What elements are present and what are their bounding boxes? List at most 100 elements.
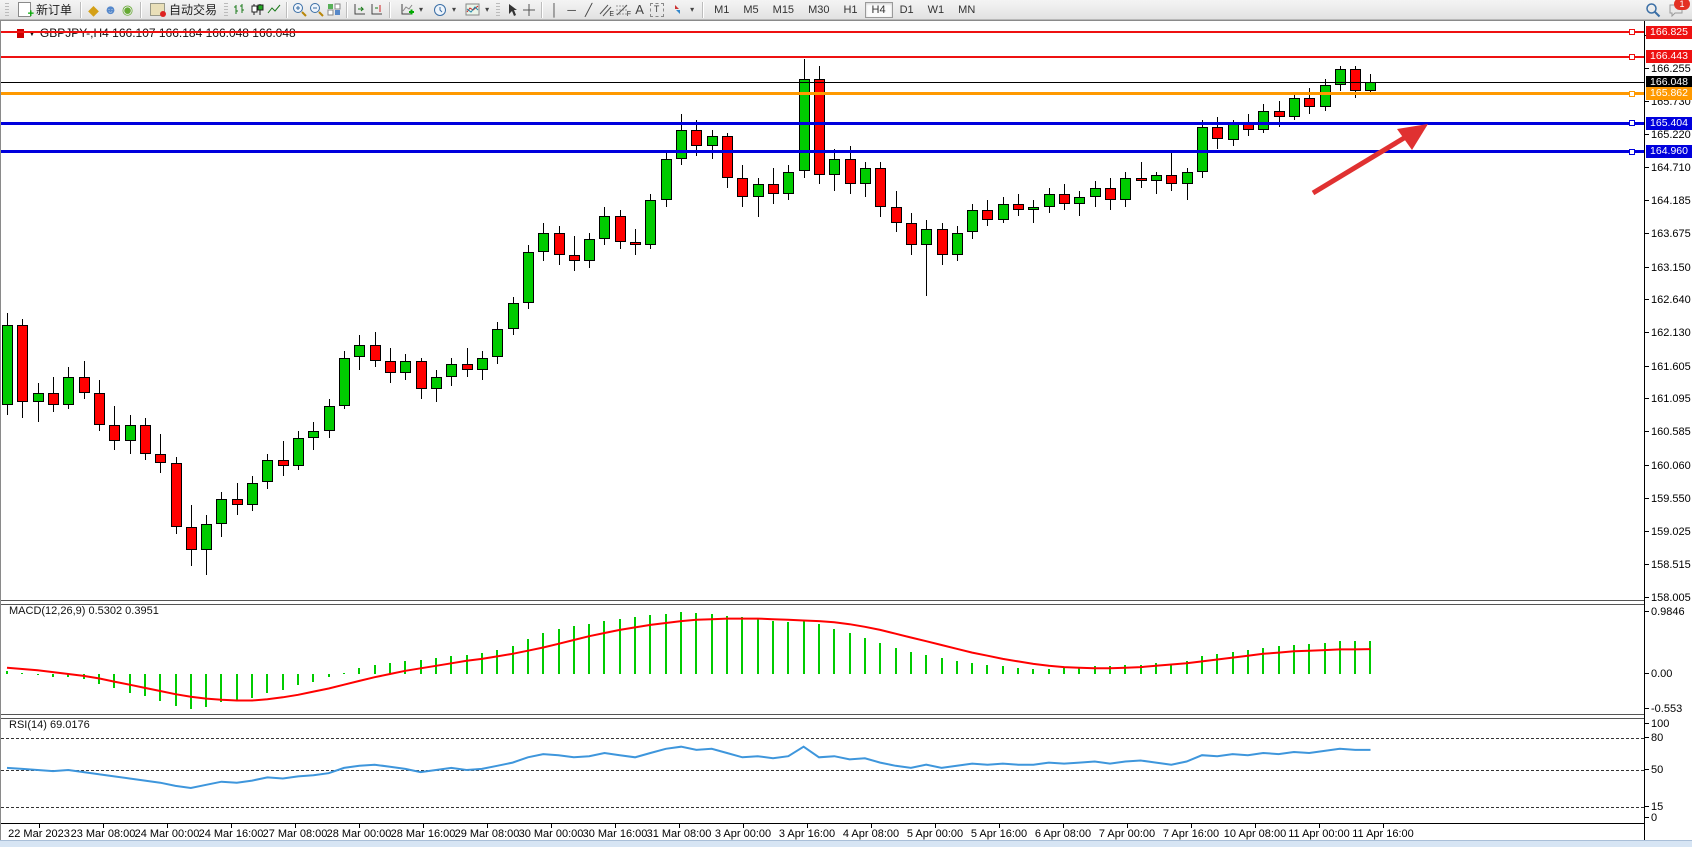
new-chart-button[interactable]: ▾ xyxy=(394,1,427,19)
macd-histogram-bar xyxy=(665,613,667,674)
timeframe-button-h4[interactable]: H4 xyxy=(864,1,893,18)
macd-histogram-bar xyxy=(481,653,483,674)
candle xyxy=(891,206,902,223)
line-anchor[interactable] xyxy=(1629,29,1635,36)
line-anchor[interactable] xyxy=(1629,53,1635,60)
timeframe-button-m30[interactable]: M30 xyxy=(808,3,830,16)
price-axis[interactable]: 166.765166.255165.730165.220164.710164.1… xyxy=(1645,21,1692,841)
candle-wick xyxy=(1187,168,1188,201)
candle xyxy=(967,210,978,233)
time-axis-label: 28 Mar 00:00 xyxy=(326,828,392,840)
line-anchor[interactable] xyxy=(1629,90,1635,97)
price-axis-label: 158.005 xyxy=(1645,592,1691,604)
macd-histogram-bar xyxy=(496,650,498,674)
support-line-164.960[interactable] xyxy=(1,150,1644,154)
trendline-tool-icon[interactable]: ╱ xyxy=(584,2,593,17)
candle xyxy=(538,232,549,252)
text-tool-icon[interactable]: A xyxy=(635,2,644,17)
chat-notification-icon[interactable]: 1 xyxy=(1667,0,1690,18)
candle xyxy=(354,344,365,358)
community-icon[interactable]: ☻ xyxy=(103,2,118,17)
rsi-axis-label: 15 xyxy=(1645,801,1663,813)
macd-histogram-bar xyxy=(818,623,820,674)
candle xyxy=(1136,178,1147,182)
rsi-level-50 xyxy=(1,770,1644,771)
horizontal-line-tool-icon[interactable]: ─ xyxy=(567,2,576,17)
macd-histogram-bar xyxy=(986,664,988,674)
line-anchor[interactable] xyxy=(1629,148,1635,155)
timeframe-button-m15[interactable]: M15 xyxy=(772,3,795,16)
time-axis-label: 28 Mar 16:00 xyxy=(390,828,456,840)
candle xyxy=(492,328,503,358)
time-axis-label: 7 Apr 00:00 xyxy=(1098,828,1156,840)
support-line-165.404[interactable] xyxy=(1,121,1644,125)
macd-histogram-bar xyxy=(726,616,728,674)
support-line-165.862[interactable] xyxy=(1,92,1644,96)
macd-histogram-bar xyxy=(849,633,851,674)
channel-tool-icon[interactable]: E xyxy=(597,2,614,18)
time-tick xyxy=(103,824,104,828)
crosshair-icon[interactable] xyxy=(520,2,537,18)
indicators-button[interactable]: ▾ xyxy=(460,1,493,19)
timeframe-button-m1[interactable]: M1 xyxy=(714,3,730,16)
search-icon[interactable] xyxy=(1644,2,1661,18)
price-axis-label: 159.025 xyxy=(1645,526,1691,538)
cursor-icon[interactable] xyxy=(503,2,520,18)
candle xyxy=(599,216,610,239)
time-tick xyxy=(39,824,40,828)
candle xyxy=(370,344,381,361)
timeframe-button-m5[interactable]: M5 xyxy=(743,3,759,16)
autotrading-button[interactable]: 自动交易 xyxy=(145,0,221,19)
time-axis[interactable]: 22 Mar 2023 23 Mar 08:00 24 Mar 00:00 24 Ma… xyxy=(1,823,1692,842)
macd-histogram-bar xyxy=(466,655,468,674)
timeframe-group: M1 M5 M15 M30 H1 H4 D1 W1 MN xyxy=(707,1,982,18)
candle xyxy=(615,216,626,242)
current-price-line-166.048[interactable] xyxy=(1,81,1644,83)
macd-histogram-bar xyxy=(343,672,345,674)
macd-histogram-bar xyxy=(542,633,544,674)
timeframe-button-h1[interactable]: H1 xyxy=(843,3,858,16)
pane-separator[interactable] xyxy=(1,714,1644,719)
macd-histogram-bar xyxy=(1293,645,1295,674)
market-icon[interactable]: ◆ xyxy=(88,1,99,18)
macd-histogram-bar xyxy=(144,674,146,696)
new-order-button[interactable]: + 新订单 xyxy=(12,0,76,20)
time-tick xyxy=(999,824,1000,828)
macd-histogram-bar xyxy=(205,674,207,707)
timeframe-button-mn[interactable]: MN xyxy=(958,3,976,16)
candle xyxy=(1304,97,1315,108)
profiles-button[interactable]: ▾ xyxy=(427,1,460,19)
time-axis-label: 23 Mar 08:00 xyxy=(70,828,136,840)
zoom-out-icon[interactable] xyxy=(308,2,325,18)
line-anchor[interactable] xyxy=(1629,120,1635,127)
line-chart-icon[interactable] xyxy=(265,2,282,18)
candle xyxy=(94,392,105,425)
resistance-line-166.443[interactable] xyxy=(1,55,1644,58)
price-chart-pane[interactable]: ▼ GBPJPY-,H4 166.107 166.184 166.048 166… xyxy=(1,21,1644,600)
macd-pane[interactable]: MACD(12,26,9) 0.5302 0.3951 xyxy=(1,603,1644,714)
pane-separator[interactable] xyxy=(1,600,1644,605)
toolbar-separator xyxy=(80,1,82,18)
text-label-tool-icon[interactable]: T xyxy=(648,2,665,18)
timeframe-button-d1[interactable]: D1 xyxy=(899,3,914,16)
resistance-line-166.825[interactable] xyxy=(1,31,1644,34)
tile-windows-icon[interactable] xyxy=(325,2,342,18)
signals-icon[interactable]: ◉ xyxy=(121,2,134,17)
chart-shift-icon[interactable] xyxy=(368,2,385,18)
candlestick-chart-icon[interactable] xyxy=(248,2,265,18)
candle xyxy=(906,222,917,246)
vertical-line-tool-icon[interactable]: │ xyxy=(550,2,559,17)
price-axis-label: 166.255 xyxy=(1645,63,1691,75)
timeframe-button-w1[interactable]: W1 xyxy=(927,3,945,16)
bar-chart-icon[interactable] xyxy=(231,2,248,18)
macd-histogram-bar xyxy=(282,674,284,690)
fibonacci-tool-icon[interactable]: F xyxy=(614,2,631,18)
rsi-axis-label: 100 xyxy=(1645,718,1669,730)
toolbar-separator xyxy=(541,1,543,18)
zoom-in-icon[interactable] xyxy=(291,2,308,18)
price-axis-label: 159.550 xyxy=(1645,493,1691,505)
auto-scroll-icon[interactable] xyxy=(351,2,368,18)
rsi-pane[interactable]: RSI(14) 69.0176 xyxy=(1,717,1644,823)
arrows-tool-button[interactable]: ▾ xyxy=(665,1,698,19)
candle xyxy=(845,158,856,185)
